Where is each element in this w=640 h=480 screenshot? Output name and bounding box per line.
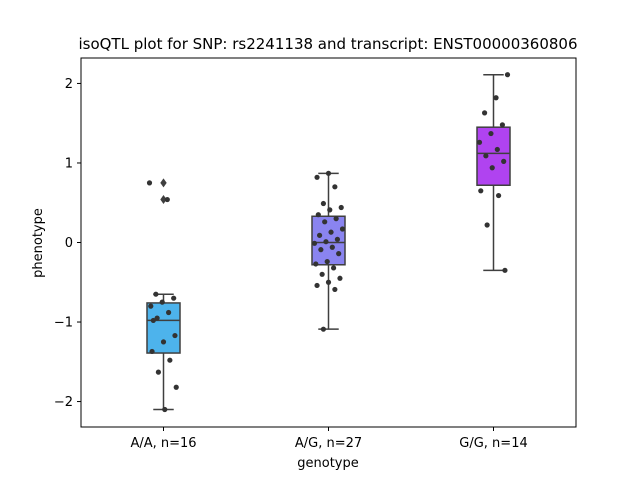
box <box>146 302 181 354</box>
data-point <box>324 258 330 265</box>
data-point <box>329 244 335 250</box>
data-point <box>481 110 488 116</box>
data-point <box>334 236 341 242</box>
data-point <box>501 158 507 164</box>
y-tick-label: 0 <box>65 236 73 251</box>
data-point <box>164 196 170 203</box>
data-point <box>339 226 346 232</box>
data-point <box>328 229 334 235</box>
data-point <box>314 282 320 289</box>
data-point <box>153 291 159 297</box>
data-point <box>337 275 343 281</box>
data-point <box>320 326 327 332</box>
data-point <box>154 315 160 321</box>
data-point <box>148 303 154 309</box>
data-point <box>322 219 328 225</box>
data-point <box>489 165 495 171</box>
data-point <box>319 271 325 277</box>
data-point <box>162 406 168 413</box>
data-point <box>146 180 153 186</box>
data-point <box>333 216 339 222</box>
plot-area: −2 −1 0 1 2 A/A, n=16 A/G, n=27 G/G, n=14 <box>54 57 577 451</box>
y-tick-label: 1 <box>65 156 73 171</box>
data-point <box>316 232 323 238</box>
outlier-marker <box>160 178 167 188</box>
data-point <box>149 348 155 355</box>
data-point <box>315 212 321 218</box>
outlier-marker <box>160 195 167 205</box>
data-point <box>495 192 502 199</box>
box <box>311 215 346 266</box>
data-point <box>332 286 338 293</box>
data-point <box>504 72 511 78</box>
x-axis-label: genotype <box>297 456 358 471</box>
data-point <box>338 204 344 211</box>
data-point <box>332 184 338 190</box>
y-tick-label: −1 <box>54 316 73 331</box>
x-tick-label: A/A, n=16 <box>130 436 196 451</box>
data-point <box>325 170 332 176</box>
data-point <box>330 265 337 271</box>
y-tick-label: −2 <box>54 395 73 410</box>
data-point <box>318 247 324 253</box>
data-point <box>155 369 162 375</box>
data-point <box>484 222 490 228</box>
x-tick-label: A/G, n=27 <box>295 436 362 451</box>
data-point <box>478 188 484 194</box>
data-point <box>160 339 167 345</box>
data-point <box>165 309 172 316</box>
data-point <box>167 357 173 363</box>
data-point <box>313 261 319 267</box>
y-axis-label: phenotype <box>31 208 46 278</box>
data-point <box>314 174 320 180</box>
data-point <box>325 279 332 285</box>
data-point <box>499 122 506 128</box>
y-tick-label: 2 <box>65 77 73 92</box>
data-point <box>311 240 318 246</box>
data-point <box>488 130 494 137</box>
data-point <box>320 200 327 207</box>
data-point <box>494 146 500 153</box>
box <box>476 126 511 186</box>
data-point <box>150 317 156 324</box>
data-point <box>502 267 508 273</box>
data-point <box>336 251 342 257</box>
data-point <box>493 95 499 101</box>
data-point <box>172 332 178 339</box>
x-tick-label: G/G, n=14 <box>459 436 527 451</box>
data-point <box>323 239 329 245</box>
chart-title: isoQTL plot for SNP: rs2241138 and trans… <box>78 35 577 53</box>
data-point <box>476 139 483 145</box>
data-point <box>327 207 333 213</box>
data-point <box>171 295 177 301</box>
data-point <box>483 153 489 159</box>
data-point <box>173 384 179 390</box>
data-point <box>159 299 165 305</box>
